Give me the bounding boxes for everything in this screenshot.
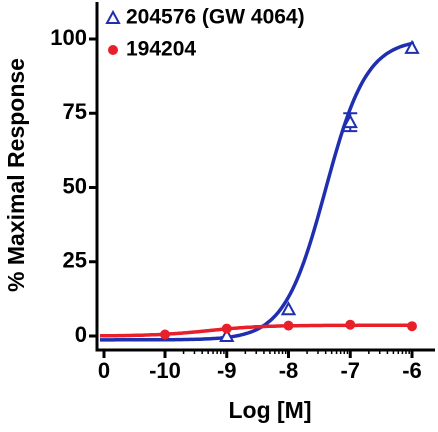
y-tick-label: 25 bbox=[63, 248, 87, 273]
x-tick-label: -10 bbox=[149, 358, 181, 383]
data-point bbox=[280, 301, 297, 316]
x-tick-label: -6 bbox=[402, 358, 422, 383]
data-point bbox=[342, 114, 358, 129]
data-point bbox=[283, 320, 294, 331]
legend-marker bbox=[108, 45, 118, 55]
y-tick-label: 50 bbox=[63, 173, 87, 198]
legend-label: 194204 bbox=[126, 38, 196, 61]
data-point bbox=[219, 327, 235, 342]
data-point bbox=[407, 321, 417, 332]
legend-label: 204576 (GW 4064) bbox=[126, 6, 305, 29]
x-tick-label: -9 bbox=[217, 358, 237, 383]
x-tick-label: -7 bbox=[340, 358, 360, 383]
x-tick-label: 0 bbox=[98, 358, 110, 383]
data-point bbox=[221, 323, 232, 334]
x-axis-label: Log [M] bbox=[228, 397, 311, 423]
data-point bbox=[404, 39, 420, 54]
data-point bbox=[160, 329, 170, 340]
y-tick-label: 100 bbox=[50, 25, 87, 50]
legend-marker bbox=[105, 9, 121, 24]
data-point bbox=[345, 319, 356, 330]
fit-curve bbox=[100, 41, 415, 342]
y-tick-label: 0 bbox=[75, 322, 87, 347]
x-tick-label: -8 bbox=[279, 358, 299, 383]
y-axis-label: % Maximal Response bbox=[3, 58, 29, 292]
y-tick-label: 75 bbox=[63, 99, 87, 124]
fit-curve bbox=[100, 323, 414, 338]
